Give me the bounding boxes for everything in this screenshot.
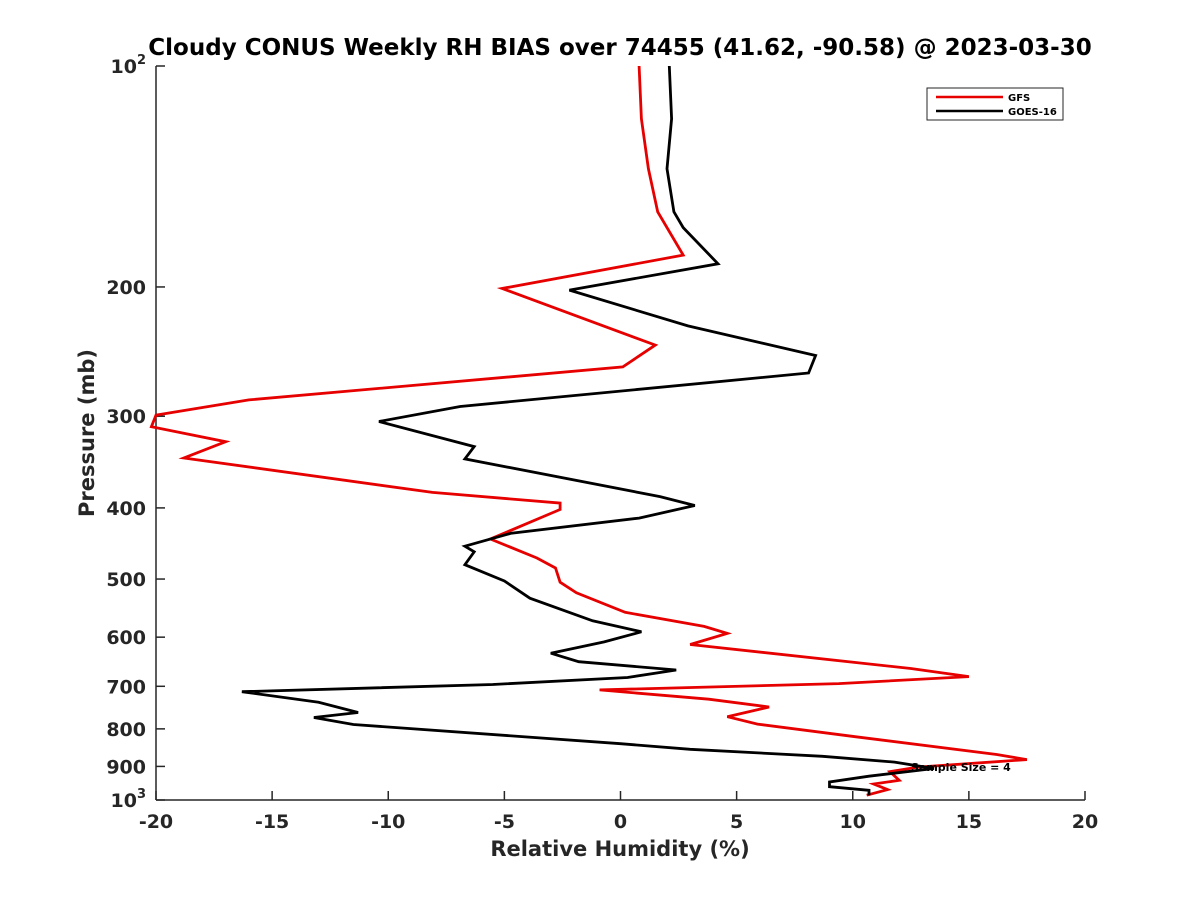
- series-lines: [149, 65, 1028, 797]
- legend-label-gfs: GFS: [1008, 93, 1030, 104]
- y-tick-label: 700: [106, 676, 146, 698]
- y-tick-label: 103: [111, 787, 147, 812]
- y-tick-label: 300: [106, 406, 146, 428]
- x-tick-label: -15: [255, 811, 289, 833]
- x-tick-label: 5: [730, 811, 743, 833]
- chart-title: Cloudy CONUS Weekly RH BIAS over 74455 (…: [148, 35, 1091, 61]
- x-tick-label: -20: [139, 811, 173, 833]
- y-tick-label: 400: [106, 498, 146, 520]
- y-tick-label: 500: [106, 569, 146, 591]
- y-axis-ticks: 102 200 300 400 500 600 700 800 900 103: [106, 53, 165, 812]
- x-axis-ticks: -20 -15 -10 -5 0 5 10 15 20: [139, 791, 1098, 833]
- x-tick-label: 20: [1072, 811, 1098, 833]
- x-tick-label: 10: [840, 811, 866, 833]
- legend-box: [926, 87, 1064, 121]
- y-tick-label: 200: [106, 277, 146, 299]
- y-tick-label: 800: [106, 719, 146, 741]
- legend: GFS GOES-16: [926, 87, 1064, 121]
- sample-size-annotation: Sample Size = 4: [911, 761, 1011, 774]
- y-tick-label: 900: [106, 756, 146, 778]
- x-tick-label: 0: [614, 811, 627, 833]
- x-axis-label: Relative Humidity (%): [490, 837, 749, 861]
- x-tick-label: 15: [956, 811, 982, 833]
- series-line-goes16: [241, 65, 935, 796]
- y-tick-label: 600: [106, 627, 146, 649]
- x-tick-label: -10: [371, 811, 405, 833]
- x-tick-label: -5: [494, 811, 515, 833]
- y-tick-label: 102: [111, 53, 147, 78]
- y-axis-label: Pressure (mb): [75, 349, 99, 517]
- series-line-gfs: [149, 65, 1028, 797]
- legend-label-goes16: GOES-16: [1008, 107, 1057, 118]
- plot-area: -20 -15 -10 -5 0 5 10 15 20 102 200 300 400 500 600 70…: [106, 53, 1098, 833]
